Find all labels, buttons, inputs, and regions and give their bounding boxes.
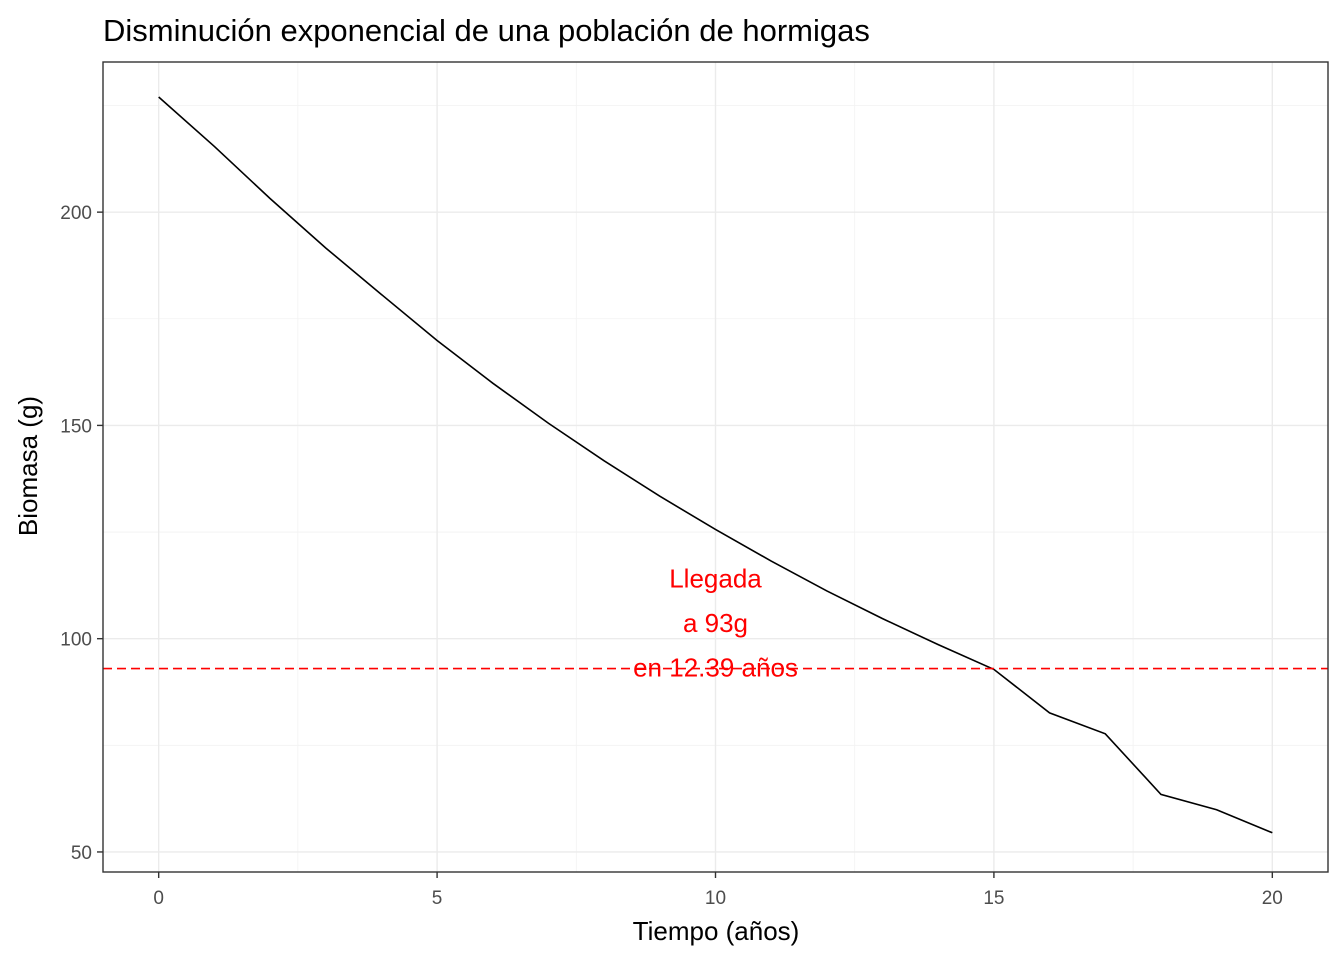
series-layer xyxy=(158,96,1273,834)
annotation-text-line: a 93g xyxy=(683,608,748,638)
chart-title: Disminución exponencial de una población… xyxy=(103,13,870,48)
y-tick-label: 200 xyxy=(60,203,92,224)
x-tick-label: 15 xyxy=(983,888,1004,909)
y-tick-label: 100 xyxy=(60,630,92,651)
annotation-layer: Llegada a 93g en 12.39 años xyxy=(103,564,1328,683)
annotation-text-line: en 12.39 años xyxy=(633,653,798,683)
annotation-text-line: Llegada xyxy=(669,564,762,594)
series-line xyxy=(158,96,1273,834)
major-gridlines xyxy=(103,62,1328,872)
y-axis: 50 100 150 200 xyxy=(60,203,103,864)
y-axis-title: Biomasa (g) xyxy=(13,396,43,536)
x-tick-label: 5 xyxy=(432,888,443,909)
y-tick-label: 150 xyxy=(60,416,92,437)
x-axis-title: Tiempo (años) xyxy=(633,916,800,946)
x-tick-label: 20 xyxy=(1262,888,1283,909)
x-tick-label: 10 xyxy=(705,888,726,909)
y-tick-label: 50 xyxy=(71,843,92,864)
x-axis: 0 5 10 15 20 xyxy=(153,872,1283,909)
x-tick-label: 0 xyxy=(153,888,164,909)
